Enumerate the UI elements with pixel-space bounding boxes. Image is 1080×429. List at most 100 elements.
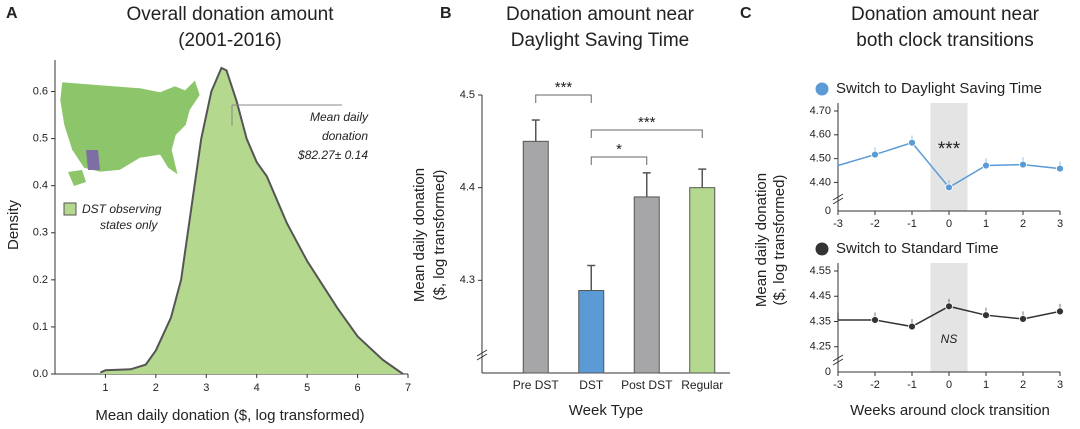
point xyxy=(982,161,990,170)
x-tick-label: 5 xyxy=(304,382,310,394)
legend-label: Switch to Daylight Saving Time xyxy=(836,80,1042,97)
x-axis-label: Weeks around clock transition xyxy=(850,402,1050,419)
x-tick-label: Post DST xyxy=(621,378,673,392)
y-tick-label: 4.3 xyxy=(460,274,475,286)
panel-label: C xyxy=(740,5,752,22)
axis-break xyxy=(832,193,844,201)
significance-bracket xyxy=(590,156,648,165)
x-tick-label: 3 xyxy=(1057,218,1063,230)
y-tick-label: 0.3 xyxy=(33,227,48,239)
x-tick-label: -2 xyxy=(870,218,880,230)
point xyxy=(982,311,990,320)
y-tick-label: 4.70 xyxy=(810,105,831,117)
y-tick-label: 4.5 xyxy=(460,89,475,101)
y-tick-label: 4.60 xyxy=(810,129,831,141)
y-axis-label: ($, log transformed) xyxy=(771,175,788,306)
axis-break xyxy=(832,197,844,205)
y-tick-label: 4.50 xyxy=(810,153,831,165)
significance-bracket xyxy=(535,94,592,103)
x-tick-label: 4 xyxy=(254,382,260,394)
chart-title: Daylight Saving Time xyxy=(511,30,689,51)
chart-title: Donation amount near xyxy=(506,4,695,25)
y-tick-label: 4.4 xyxy=(460,182,475,194)
y-tick-label: 0.0 xyxy=(33,368,48,380)
annotation: donation xyxy=(322,129,368,143)
x-axis-label: Week Type xyxy=(569,402,644,419)
point xyxy=(1056,164,1064,173)
y-tick-label: 4.55 xyxy=(810,265,831,277)
y-tick-label: 4.35 xyxy=(810,315,831,327)
x-tick-label: DST xyxy=(579,378,604,392)
axis-break xyxy=(832,354,844,362)
point xyxy=(945,302,953,311)
significance-label: *** xyxy=(555,79,573,96)
y-tick-label: 0.4 xyxy=(33,180,48,192)
x-axis-label: Mean daily donation ($, log transformed) xyxy=(95,407,364,424)
x-tick-label: 2 xyxy=(1020,379,1026,391)
legend-label: DST observing xyxy=(82,202,162,216)
axis-break xyxy=(476,349,488,357)
annotation: NS xyxy=(941,332,958,346)
axis-break xyxy=(476,353,488,361)
significance-bracket xyxy=(590,129,703,138)
y-tick-label: 0.6 xyxy=(33,85,48,97)
x-tick-label: -3 xyxy=(833,379,843,391)
y-tick-label: 4.40 xyxy=(810,176,831,188)
x-tick-label: 6 xyxy=(355,382,361,394)
chart-title: Donation amount near xyxy=(851,4,1040,25)
significance-label: *** xyxy=(638,114,656,131)
x-tick-label: 2 xyxy=(1020,218,1026,230)
chart-title: (2001-2016) xyxy=(178,30,282,51)
point xyxy=(871,316,879,324)
x-tick-label: 1 xyxy=(102,382,108,394)
x-tick-label: Pre DST xyxy=(513,378,560,392)
point xyxy=(871,150,879,159)
y-axis-label: ($, log transformed) xyxy=(431,170,448,301)
y-break-label: 0 xyxy=(825,366,831,378)
x-tick-label: -1 xyxy=(907,379,917,391)
legend-marker xyxy=(815,82,829,96)
y-axis-label: Mean daily donation xyxy=(753,173,770,307)
chart-title: both clock transitions xyxy=(856,30,1033,51)
x-tick-label: 1 xyxy=(983,218,989,230)
y-axis-label: Mean daily donation xyxy=(411,168,428,302)
density-outline xyxy=(99,66,404,375)
x-tick-label: -2 xyxy=(870,379,880,391)
chart-title: Overall donation amount xyxy=(126,4,334,25)
y-tick-label: 0.1 xyxy=(33,321,48,333)
point xyxy=(1056,307,1064,316)
panel-label: A xyxy=(6,5,18,22)
x-tick-label: 3 xyxy=(1057,379,1063,391)
bar xyxy=(522,140,549,374)
panel-label: B xyxy=(440,5,452,22)
axis-break xyxy=(832,358,844,366)
legend-label: Switch to Standard Time xyxy=(836,240,999,257)
annotation: *** xyxy=(938,139,961,160)
x-tick-label: 0 xyxy=(946,218,952,230)
x-tick-label: 1 xyxy=(983,379,989,391)
y-tick-label: 4.45 xyxy=(810,290,831,302)
y-axis-label: Density xyxy=(5,199,22,250)
annotation: $82.27± 0.14 xyxy=(297,148,368,162)
highlight-band xyxy=(930,263,968,372)
density-area xyxy=(100,68,403,374)
point xyxy=(1019,315,1027,323)
bar xyxy=(689,187,716,374)
bar xyxy=(578,290,605,374)
x-tick-label: -3 xyxy=(833,218,843,230)
y-tick-label: 0.5 xyxy=(33,133,48,145)
x-tick-label: 7 xyxy=(405,382,411,394)
x-tick-label: 2 xyxy=(153,382,159,394)
annotation: Mean daily xyxy=(310,110,369,124)
y-break-label: 0 xyxy=(825,205,831,217)
point xyxy=(1019,160,1027,169)
legend-marker xyxy=(815,242,829,256)
bar xyxy=(633,196,660,374)
legend-label: states only xyxy=(100,218,158,232)
alaska xyxy=(68,170,86,186)
x-tick-label: 0 xyxy=(946,379,952,391)
x-tick-label: 3 xyxy=(203,382,209,394)
significance-label: * xyxy=(616,141,622,158)
highlight-band xyxy=(930,103,968,211)
